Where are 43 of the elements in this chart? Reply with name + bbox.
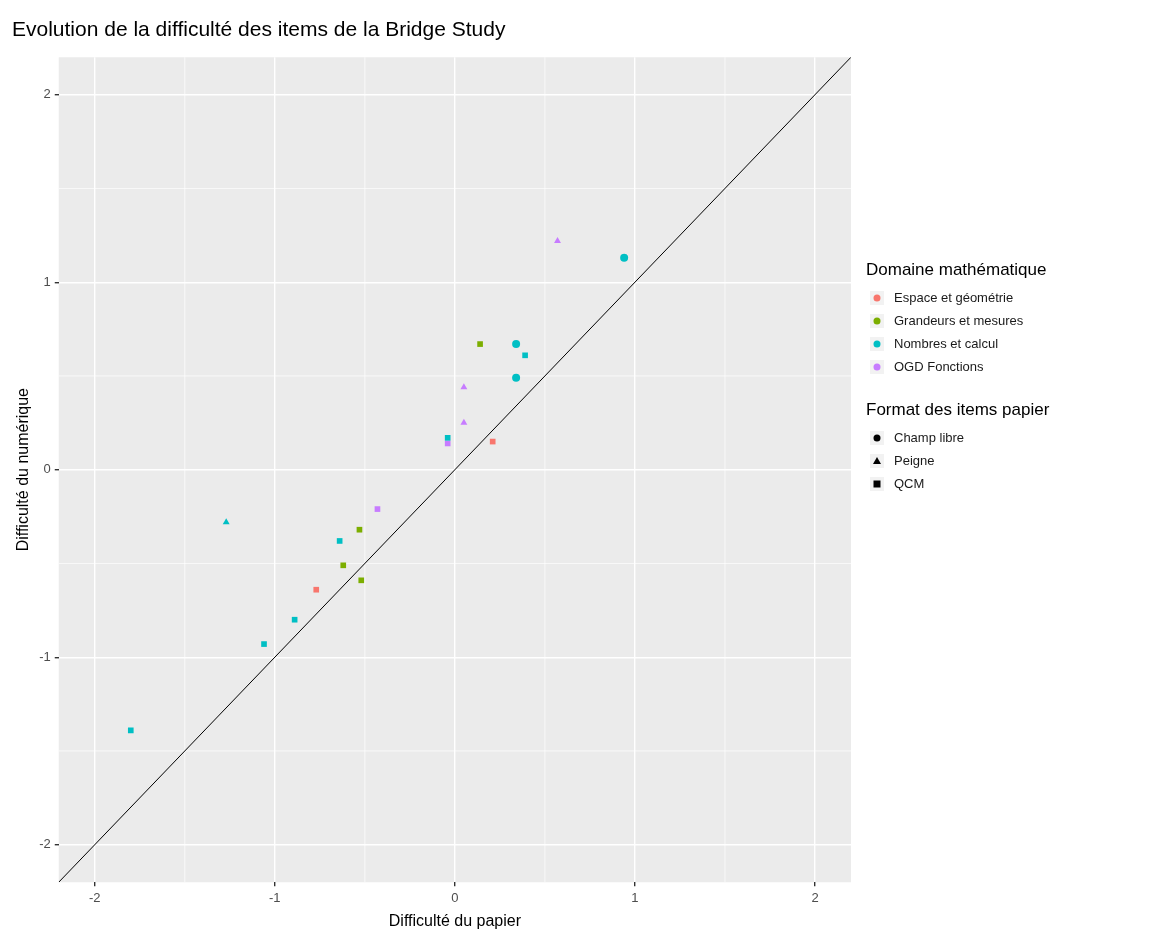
y-tick-label: 0 <box>43 461 51 477</box>
point <box>261 641 267 647</box>
x-tick-label: 0 <box>451 889 459 905</box>
point <box>291 616 298 623</box>
point <box>477 341 483 347</box>
text: Domaine mathématique <box>866 260 1047 279</box>
point <box>374 506 381 512</box>
legend-label: Nombres et calcul <box>894 336 999 351</box>
point <box>444 440 451 447</box>
legend-label: Champ libre <box>894 430 965 445</box>
y-tick-label: 1 <box>43 273 51 289</box>
chart-title: Evolution de la difficulté des items de la Bridge Study <box>12 17 506 41</box>
text: Format des items papier <box>866 400 1050 419</box>
x-tick-label: -2 <box>88 889 101 905</box>
legend-label: QCM <box>894 476 925 491</box>
point <box>127 727 134 734</box>
point <box>222 518 230 525</box>
point <box>512 340 521 349</box>
point <box>620 253 629 262</box>
x-axis-title: Difficulté du papier <box>388 911 522 929</box>
point <box>313 586 320 593</box>
legend-label: OGD Fonctions <box>894 359 984 374</box>
y-tick-label: -1 <box>39 648 51 664</box>
x-tick-label: -1 <box>269 889 281 905</box>
point <box>460 418 468 425</box>
x-tick-label: 1 <box>631 889 639 905</box>
legend-label: Peigne <box>894 453 935 468</box>
y-axis-title: Difficulté du numérique <box>14 387 32 552</box>
y-tick-label: -2 <box>39 836 51 852</box>
point <box>444 435 451 441</box>
point <box>340 562 347 569</box>
legend-label: Espace et géométrie <box>894 290 1014 305</box>
point <box>356 526 363 533</box>
y-tick-label: 2 <box>43 86 51 102</box>
point <box>554 236 561 243</box>
x-tick-label: 2 <box>811 889 819 905</box>
point <box>358 577 365 584</box>
point <box>489 438 496 445</box>
point <box>522 352 528 359</box>
legend-label: Grandeurs et mesures <box>894 313 1024 328</box>
point <box>460 383 468 390</box>
point <box>336 538 343 544</box>
point <box>512 373 521 382</box>
